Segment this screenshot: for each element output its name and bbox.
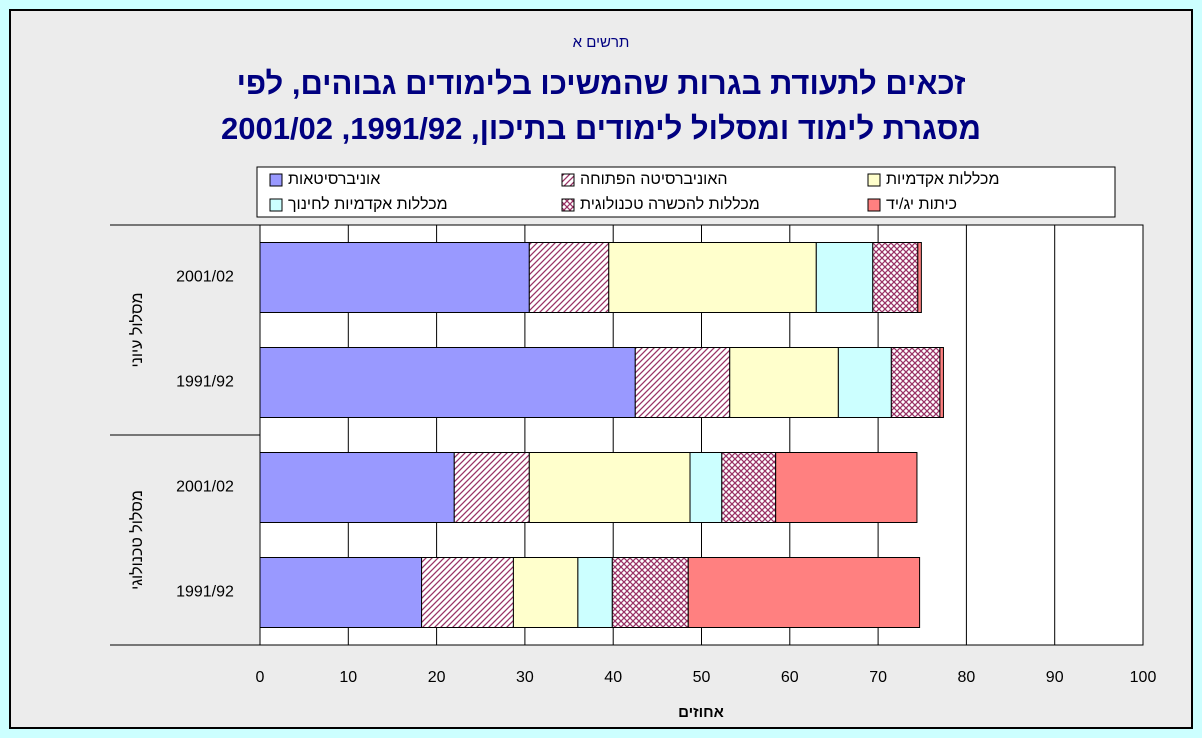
bar-segment xyxy=(611,557,689,628)
x-tick-label: 50 xyxy=(693,669,711,686)
legend-label: כיתות יג/יד xyxy=(886,196,957,213)
bar-segment xyxy=(721,452,777,523)
bar-segment xyxy=(512,557,579,628)
legend xyxy=(256,166,1116,218)
bar-segment xyxy=(815,242,874,313)
legend-swatch xyxy=(561,173,575,187)
legend-label: מכללות אקדמיות לחינוך xyxy=(288,195,448,213)
legend-label: האוניברסיטה הפתוחה xyxy=(580,171,728,188)
chart-title: מסגרת לימוד ומסלול לימודים בתיכון, 1991/… xyxy=(221,111,981,146)
bar-segment xyxy=(689,452,723,523)
bar-segment xyxy=(837,347,892,418)
legend-swatch xyxy=(867,198,881,212)
bar-segment xyxy=(872,242,919,313)
x-tick-label: 0 xyxy=(256,669,265,686)
x-tick-label: 10 xyxy=(339,669,357,686)
legend-swatch xyxy=(269,173,283,187)
legend-label: מכללות להכשרה טכנולוגית xyxy=(580,195,760,213)
x-tick-label: 60 xyxy=(781,669,799,686)
supertitle: תרשים א xyxy=(573,34,630,51)
bar-segment xyxy=(917,242,922,313)
bar-segment xyxy=(259,557,423,628)
x-tick-label: 30 xyxy=(516,669,534,686)
bar-segment xyxy=(608,242,817,313)
bar-segment xyxy=(528,452,691,523)
x-axis-label: אחוזים xyxy=(678,704,724,721)
x-tick-label: 80 xyxy=(958,669,976,686)
bar-segment xyxy=(259,452,455,523)
bar-segment xyxy=(421,557,514,628)
bar-segment xyxy=(687,557,921,628)
x-tick-label: 40 xyxy=(604,669,622,686)
x-tick-label: 100 xyxy=(1130,669,1157,686)
y-tick-label: 2001/02 xyxy=(176,479,234,496)
group-label: מסלול טכנולוגי xyxy=(128,490,146,590)
y-tick-label: 1991/92 xyxy=(176,374,234,391)
bar-segment xyxy=(634,347,731,418)
bar-segment xyxy=(939,347,944,418)
bar-segment xyxy=(775,452,918,523)
bar-segment xyxy=(577,557,613,628)
bar-segment xyxy=(259,242,530,313)
chart-title: זכאים לתעודת בגרות שהמשיכו בלימודים גבוה… xyxy=(237,66,966,101)
x-tick-label: 70 xyxy=(869,669,887,686)
legend-swatch xyxy=(561,198,575,212)
legend-label: אוניברסיטאות xyxy=(288,171,380,188)
y-tick-label: 2001/02 xyxy=(176,269,234,286)
bar-segment xyxy=(729,347,839,418)
x-tick-label: 90 xyxy=(1046,669,1064,686)
group-label: מסלול עיוני xyxy=(128,292,146,367)
bar-segment xyxy=(453,452,530,523)
bar-segment xyxy=(890,347,941,418)
y-tick-label: 1991/92 xyxy=(176,584,234,601)
legend-swatch xyxy=(269,198,283,212)
bar-segment xyxy=(528,242,610,313)
legend-swatch xyxy=(867,173,881,187)
bar-segment xyxy=(259,347,636,418)
legend-label: מכללות אקדמיות xyxy=(886,170,999,188)
x-tick-label: 20 xyxy=(428,669,446,686)
